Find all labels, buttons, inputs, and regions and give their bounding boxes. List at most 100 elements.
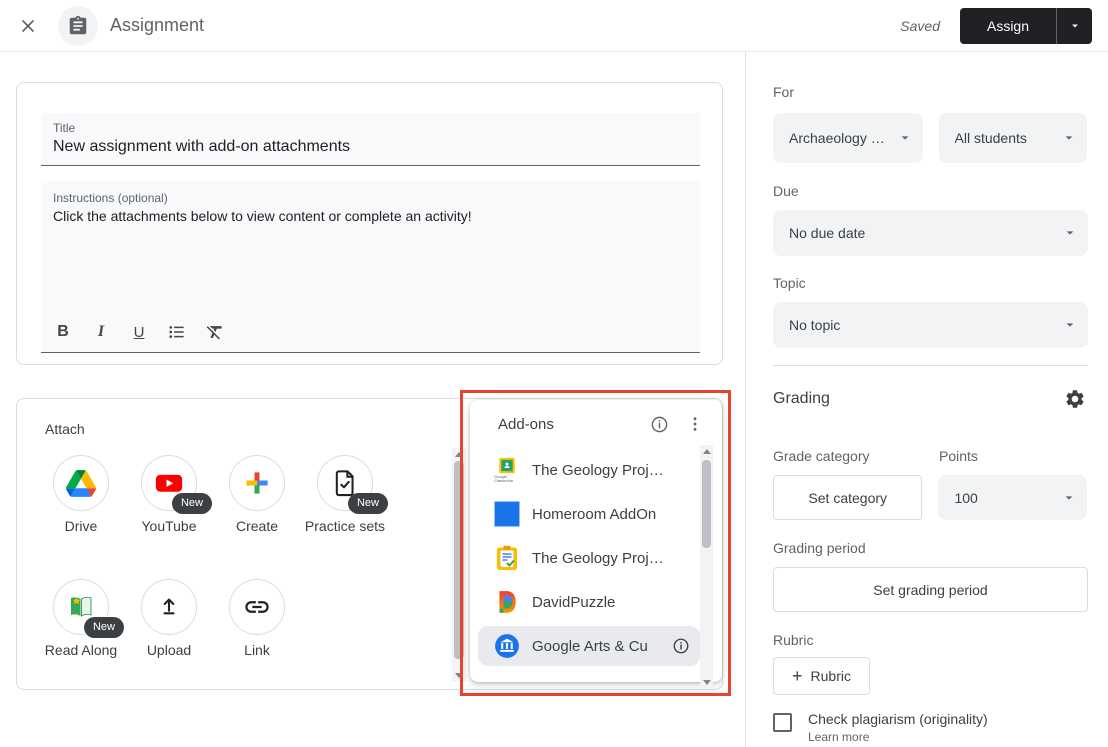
background-scrollbar[interactable]: [452, 448, 466, 681]
assignment-type-icon: [58, 5, 98, 46]
scrollbar-thumb[interactable]: [702, 460, 711, 548]
due-date-value: No due date: [789, 225, 866, 241]
students-value: All students: [954, 130, 1027, 146]
close-icon: [22, 19, 34, 32]
course-value: Archaeology …: [789, 130, 885, 146]
attach-item-label: Upload: [146, 642, 192, 658]
addons-popup: Add-ons Google Classroom The Geology Pro…: [470, 400, 722, 688]
google-classroom-icon: Google Classroom: [494, 457, 520, 483]
arts-and-culture-icon: [494, 633, 520, 659]
youtube-icon: [155, 474, 183, 492]
plagiarism-checkbox[interactable]: [773, 713, 792, 732]
assign-dropdown-button[interactable]: [1056, 7, 1092, 44]
google-drive-icon: [66, 469, 96, 497]
scroll-down-arrow[interactable]: [452, 669, 466, 681]
attach-item-link: Link: [213, 579, 301, 660]
addons-info-button[interactable]: [646, 411, 672, 437]
gear-icon: [1066, 390, 1084, 408]
addon-label: Homeroom AddOn: [532, 505, 657, 523]
learn-more-link[interactable]: Learn more: [808, 730, 870, 744]
practice-sets-icon: [335, 470, 354, 497]
davidpuzzle-icon: [494, 589, 520, 615]
due-label: Due: [773, 183, 799, 199]
addons-header: Add-ons: [470, 400, 722, 448]
assignment-form-card: Title New assignment with add-on attachm…: [16, 82, 723, 365]
chevron-down-icon: [1066, 231, 1074, 235]
topic-select[interactable]: No topic: [773, 302, 1088, 348]
title-field[interactable]: Title New assignment with add-on attachm…: [41, 113, 700, 166]
clear-formatting-icon: [206, 326, 222, 340]
assign-split-button: Assign: [960, 7, 1092, 44]
course-select[interactable]: Archaeology …: [773, 113, 923, 163]
points-value: 100: [954, 489, 978, 506]
read-along-button[interactable]: New: [53, 579, 124, 638]
addon-item-homeroom[interactable]: Homeroom AddOn: [470, 492, 722, 536]
set-category-button[interactable]: Set category: [773, 475, 923, 520]
instructions-field[interactable]: Instructions (optional) Click the attach…: [41, 181, 700, 353]
info-icon: [673, 638, 689, 654]
set-grading-period-button[interactable]: Set grading period: [773, 567, 1088, 612]
save-status: Saved: [900, 17, 940, 34]
format-toolbar: B I U: [51, 320, 227, 344]
addon-item-geology-2[interactable]: The Geology Proj…: [470, 536, 722, 580]
practice-sets-button[interactable]: New: [317, 455, 388, 514]
points-label: Points: [939, 448, 978, 464]
attach-item-label: Practice sets: [304, 518, 386, 534]
clear-formatting-button[interactable]: [203, 320, 227, 344]
new-badge: New: [83, 617, 124, 638]
scroll-up-arrow[interactable]: [452, 448, 466, 460]
top-bar: Assignment Saved Assign: [0, 0, 1108, 52]
bulleted-list-button[interactable]: [165, 320, 189, 344]
section-divider: [773, 365, 1088, 366]
rubric-label: Rubric: [773, 632, 814, 648]
attach-item-label: Create: [235, 518, 279, 534]
attach-label: Attach: [45, 421, 85, 437]
for-label: For: [773, 84, 794, 100]
students-select[interactable]: All students: [938, 113, 1087, 163]
drive-button[interactable]: [53, 455, 109, 511]
create-button[interactable]: [229, 455, 285, 511]
settings-sidebar: For Archaeology … All students Due No du…: [745, 52, 1108, 747]
scroll-down-arrow[interactable]: [700, 676, 713, 688]
addon-item-geology-1[interactable]: Google Classroom The Geology Proj…: [470, 448, 722, 492]
plagiarism-label: Check plagiarism (originality): [808, 711, 988, 727]
addons-menu-button[interactable]: [682, 411, 708, 437]
upload-button[interactable]: [141, 579, 197, 635]
more-vertical-icon: [693, 417, 697, 431]
youtube-button[interactable]: New: [141, 455, 212, 514]
attach-item-label: Drive: [64, 518, 98, 534]
add-rubric-button[interactable]: + Rubric: [773, 657, 870, 695]
assign-button[interactable]: Assign: [960, 7, 1056, 44]
attach-item-read-along: New Read Along: [37, 579, 125, 660]
points-select[interactable]: 100: [938, 475, 1087, 520]
grading-settings-button[interactable]: [1062, 386, 1088, 412]
addon-info-button[interactable]: [668, 633, 694, 659]
addon-label: DavidPuzzle: [532, 593, 616, 611]
addon-item-arts-culture[interactable]: Google Arts & Cu: [478, 626, 700, 666]
grading-period-label: Grading period: [773, 540, 866, 556]
italic-button[interactable]: I: [89, 320, 113, 344]
close-button[interactable]: [16, 14, 40, 38]
bold-button[interactable]: B: [51, 320, 75, 344]
attach-item-drive: Drive: [37, 455, 125, 536]
topic-value: No topic: [789, 317, 841, 333]
grading-heading: Grading: [773, 390, 830, 407]
attach-item-label: Read Along: [44, 642, 118, 658]
addons-scrollbar[interactable]: [700, 445, 713, 688]
clipboard-icon: [69, 15, 87, 34]
underline-button[interactable]: U: [127, 320, 151, 344]
addon-label: The Geology Proj…: [532, 549, 664, 567]
addon-label: The Geology Proj…: [532, 461, 664, 479]
link-icon: [245, 601, 269, 613]
attach-item-label: YouTube: [141, 518, 197, 534]
clipboard-check-icon: [494, 545, 520, 571]
link-button[interactable]: [229, 579, 285, 635]
scroll-up-arrow[interactable]: [700, 445, 713, 457]
due-date-select[interactable]: No due date: [773, 210, 1088, 256]
plus-icon: +: [792, 666, 803, 686]
topic-label: Topic: [773, 275, 806, 291]
icon-caption: Google Classroom: [494, 474, 514, 483]
addon-item-davidpuzzle[interactable]: DavidPuzzle: [470, 580, 722, 624]
scrollbar-thumb[interactable]: [454, 461, 464, 659]
google-plus-create-icon: [246, 472, 268, 494]
